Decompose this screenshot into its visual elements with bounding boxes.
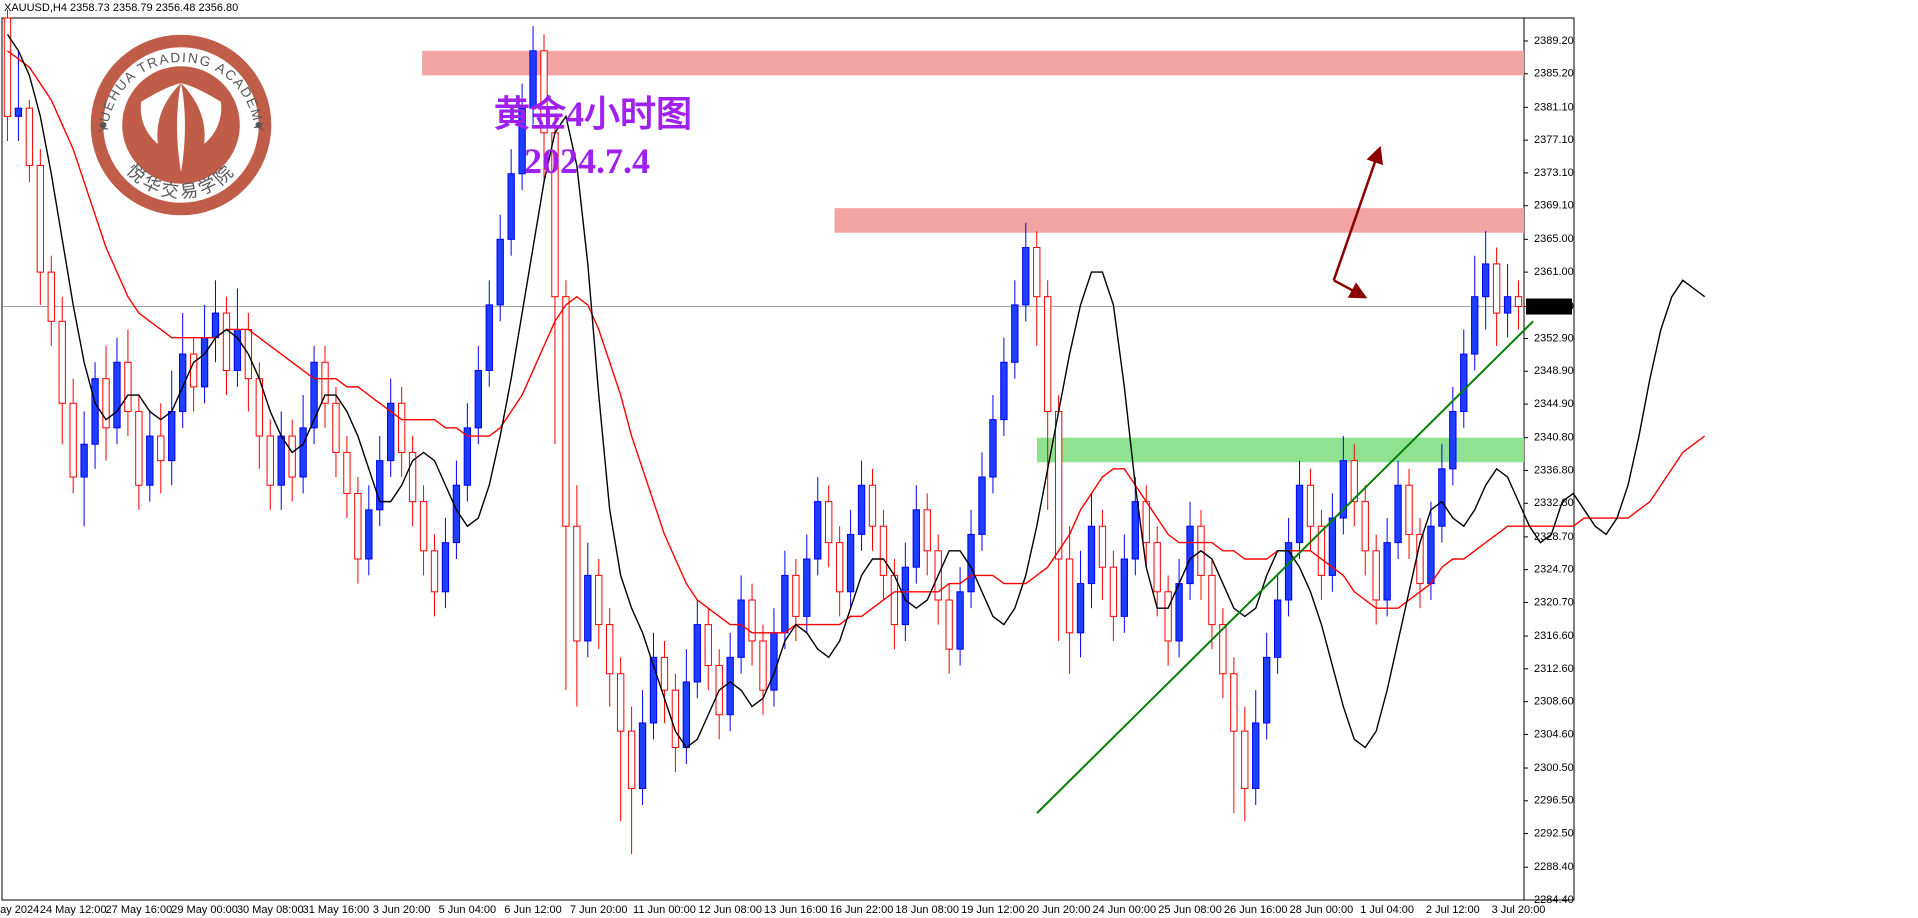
overlay-title-line2: 2024.7.4 (524, 140, 650, 182)
svg-text:2381.10: 2381.10 (1534, 101, 1574, 113)
svg-text:2385.20: 2385.20 (1534, 68, 1574, 80)
svg-text:7 Jun 20:00: 7 Jun 20:00 (570, 904, 628, 916)
svg-text:29 May 00:00: 29 May 00:00 (171, 904, 238, 916)
svg-text:2373.10: 2373.10 (1534, 167, 1574, 179)
svg-text:1 Jul 04:00: 1 Jul 04:00 (1360, 904, 1414, 916)
svg-text:3 Jun 20:00: 3 Jun 20:00 (373, 904, 431, 916)
svg-text:2356.80: 2356.80 (1534, 300, 1574, 312)
svg-text:2352.90: 2352.90 (1534, 332, 1574, 344)
svg-text:16 Jun 22:00: 16 Jun 22:00 (830, 904, 894, 916)
svg-text:2296.50: 2296.50 (1534, 795, 1574, 807)
svg-text:2336.80: 2336.80 (1534, 464, 1574, 476)
svg-text:2332.80: 2332.80 (1534, 497, 1574, 509)
svg-text:2361.00: 2361.00 (1534, 266, 1574, 278)
svg-text:13 Jun 16:00: 13 Jun 16:00 (764, 904, 828, 916)
svg-text:18 Jun 08:00: 18 Jun 08:00 (895, 904, 959, 916)
svg-text:3 Jul 20:00: 3 Jul 20:00 (1492, 904, 1546, 916)
symbol-line: XAUUSD,H4 2358.73 2358.79 2356.48 2356.8… (4, 2, 238, 14)
svg-text:28 Jun 00:00: 28 Jun 00:00 (1290, 904, 1354, 916)
svg-text:2340.80: 2340.80 (1534, 432, 1574, 444)
chart-container: XAUUSD,H4 2358.73 2358.79 2356.48 2356.8… (0, 0, 1918, 918)
svg-text:2365.00: 2365.00 (1534, 233, 1574, 245)
svg-text:25 Jun 08:00: 25 Jun 08:00 (1158, 904, 1222, 916)
svg-text:2348.90: 2348.90 (1534, 365, 1574, 377)
overlay-title-line1: 黄金4小时图 (494, 85, 692, 137)
svg-text:31 May 16:00: 31 May 16:00 (303, 904, 370, 916)
svg-text:2 Jul 12:00: 2 Jul 12:00 (1426, 904, 1480, 916)
svg-text:27 May 16:00: 27 May 16:00 (106, 904, 173, 916)
svg-text:24 May 12:00: 24 May 12:00 (40, 904, 107, 916)
svg-text:2377.10: 2377.10 (1534, 134, 1574, 146)
svg-text:2292.50: 2292.50 (1534, 828, 1574, 840)
svg-text:2369.10: 2369.10 (1534, 200, 1574, 212)
svg-text:2312.60: 2312.60 (1534, 663, 1574, 675)
svg-text:2300.50: 2300.50 (1534, 762, 1574, 774)
svg-text:30 May 08:00: 30 May 08:00 (237, 904, 304, 916)
svg-text:2344.90: 2344.90 (1534, 398, 1574, 410)
chart-svg[interactable]: 2389.20 2385.20 2381.10 2377.10 2373.10 2369.… (0, 0, 1918, 918)
svg-text:2288.40: 2288.40 (1534, 861, 1574, 873)
svg-text:2389.20: 2389.20 (1534, 35, 1574, 47)
svg-text:23 May 2024: 23 May 2024 (0, 904, 39, 916)
svg-text:2308.60: 2308.60 (1534, 696, 1574, 708)
svg-text:2320.70: 2320.70 (1534, 596, 1574, 608)
svg-text:2324.70: 2324.70 (1534, 564, 1574, 576)
svg-text:24 Jun 00:00: 24 Jun 00:00 (1093, 904, 1157, 916)
svg-text:19 Jun 12:00: 19 Jun 12:00 (961, 904, 1025, 916)
svg-text:5 Jun 04:00: 5 Jun 04:00 (439, 904, 497, 916)
svg-text:2316.60: 2316.60 (1534, 630, 1574, 642)
svg-text:6 Jun 12:00: 6 Jun 12:00 (504, 904, 562, 916)
svg-text:20 Jun 20:00: 20 Jun 20:00 (1027, 904, 1091, 916)
svg-text:26 Jun 16:00: 26 Jun 16:00 (1224, 904, 1288, 916)
svg-text:2304.60: 2304.60 (1534, 728, 1574, 740)
svg-text:11 Jun 00:00: 11 Jun 00:00 (633, 904, 696, 916)
watermark-logo: YUEHUA TRADING ACADEMY悦华交易学院 (76, 20, 286, 230)
svg-text:12 Jun 08:00: 12 Jun 08:00 (698, 904, 762, 916)
